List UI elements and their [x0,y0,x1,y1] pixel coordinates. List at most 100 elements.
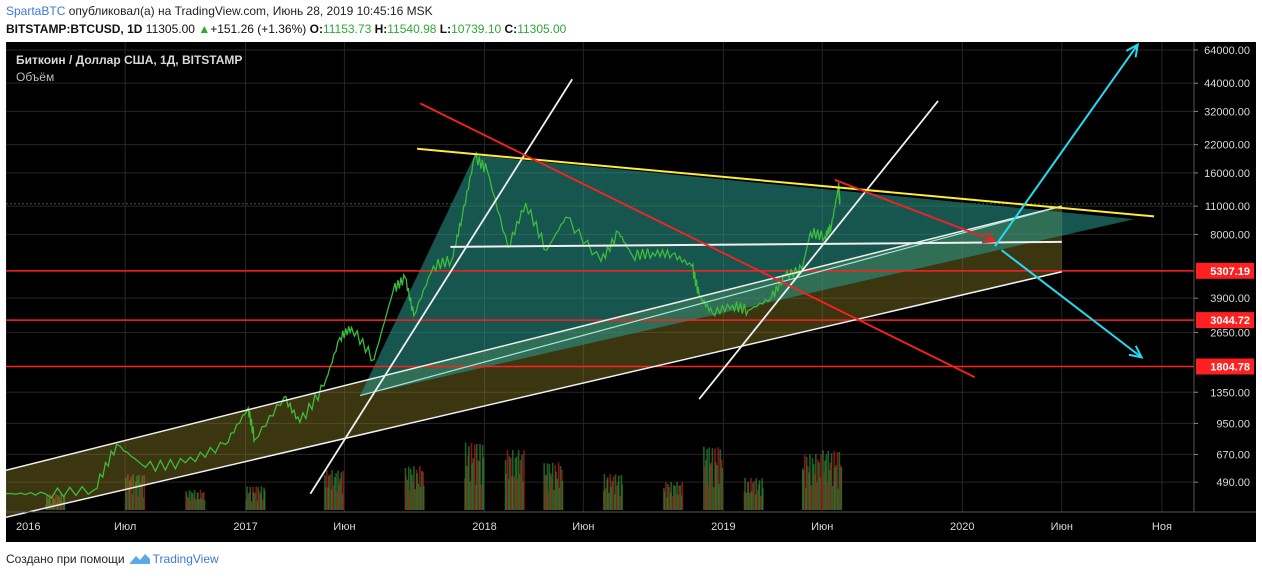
volume-bar [621,483,623,510]
volume-bar [60,494,62,510]
volume-bar [829,462,832,510]
symbol-info-bar: BITSTAMP:BTCUSD, 1D 11305.00 ▲+151.26 (+… [6,22,566,36]
volume-bar [753,480,756,510]
last-price: 11305.00 [145,22,195,36]
change-up-icon: ▲ [198,22,211,36]
volume-bar [832,485,834,510]
volume-bar [331,470,333,510]
cyan-down-arrow [1000,249,1144,359]
volume-bar [706,449,708,510]
price-chart[interactable]: 64000.00 44000.00 32000.00 22000.00 16000.00… [6,42,1256,542]
volume-bar [750,491,753,510]
x-tick-label: 2016 [16,521,40,533]
volume-bar [676,482,678,510]
tradingview-link[interactable]: TradingView [152,552,219,566]
volume-bar [712,487,715,510]
y-tick-label: 3900.00 [1210,293,1250,305]
volume-bar [61,502,64,510]
price-label-box [1196,312,1254,329]
volume-bar [506,450,509,510]
x-tick-label: 2020 [950,521,974,533]
volume-bar [710,462,712,510]
volume-bar [408,491,411,510]
volume-bar [186,493,188,510]
volume-bar [703,466,706,510]
volume-bar [719,449,722,510]
volume-bar [514,458,517,510]
volume-bar [340,472,343,510]
arrow-shaft [834,178,996,243]
volume-bar [717,447,720,510]
volume-bar [416,473,418,510]
volume-bar [834,467,836,510]
price-line [6,150,841,499]
x-tick-label: Июл [114,521,136,533]
y-tick-label: 1350.00 [1210,387,1250,399]
volume-bar [603,474,606,510]
volume-bar [249,486,252,510]
volume-bar [479,443,481,510]
triangle-lower-edge [359,205,1062,397]
volume-bar [810,485,813,510]
volume-bar [339,478,341,510]
y-tick-label: 32000.00 [1204,106,1250,118]
volume-bar [707,484,709,510]
volume-bar [260,486,263,510]
volume-bar [417,483,420,510]
volume-bar [611,480,614,510]
volume-bar [326,470,328,510]
volume-bar [610,487,612,510]
volume-bar [711,448,714,510]
volume-bar [475,443,478,510]
volume-bar [414,489,417,510]
volume-bar [201,492,204,510]
volume-bar [714,461,717,510]
volume-bar [816,459,819,510]
price-label-text: 3044.72 [1210,315,1250,327]
y-tick-label: 22000.00 [1204,140,1250,152]
volume-bar [556,478,559,510]
volume-bar [612,476,615,510]
arrow-head [1125,42,1140,58]
y-tick-label: 490.00 [1216,477,1250,489]
x-tick-label: Июн [811,521,833,533]
volume-bar [523,450,525,510]
volume-bar [551,462,554,510]
volume-bar [762,488,764,510]
chart-container[interactable]: 64000.00 44000.00 32000.00 22000.00 16000.00… [6,42,1256,542]
volume-bar [827,450,830,510]
volume-bar [511,450,514,510]
volume-bar [49,494,51,510]
volume-bar [250,501,253,510]
arrow-head [1128,345,1144,359]
volume-bar [758,480,761,510]
y-tick-label: 670.00 [1216,449,1250,461]
volume-bar [716,465,718,510]
chart-legend: Биткоин / Доллар США, 1Д, BITSTAMP Объём [16,53,242,84]
volume-bar [127,474,129,510]
low-value: 10739.10 [451,22,502,36]
volume-bar [190,491,193,510]
volume-bar [838,452,841,510]
volume-bar [477,460,479,510]
low-label: L: [439,22,452,36]
volume-bar [55,494,57,510]
symbol-name[interactable]: BITSTAMP:BTCUSD, 1D [6,22,143,36]
open-value: 11153.73 [322,22,372,36]
volume-bar [752,482,754,510]
x-tick-label: 2019 [711,521,735,533]
author-link[interactable]: SpartaBTC [6,4,66,18]
volume-bar [807,466,809,510]
legend-volume: Объём [16,70,54,84]
publish-info: SpartaBTC опубликовал(а) на TradingView.… [6,4,433,18]
volume-bar [464,442,467,510]
volume-bar [665,482,667,510]
volume-bar [745,492,748,510]
high-label: H: [374,22,388,36]
volume-bar [136,495,139,510]
volume-bar [519,459,522,510]
volume-bar [548,463,551,510]
volume-bar [335,473,337,510]
volume-bar [505,473,508,510]
x-tick-label: Июн [572,521,594,533]
